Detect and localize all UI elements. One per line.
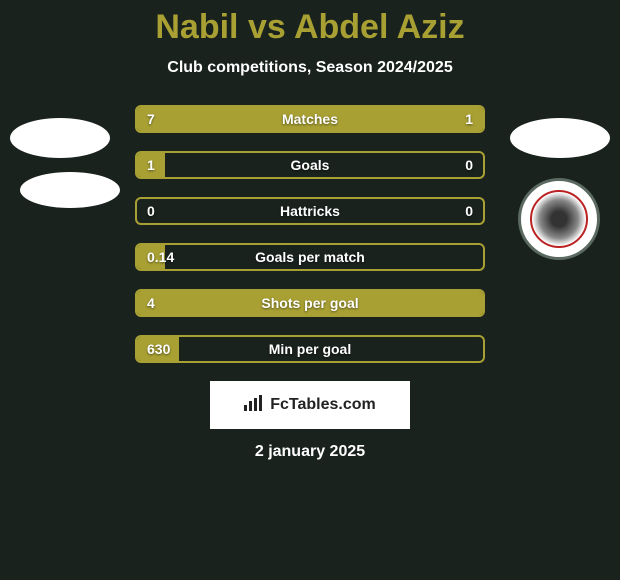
stat-bar-left (137, 107, 414, 131)
stat-value-left: 1 (147, 157, 155, 173)
footer-logo-text: FcTables.com (270, 396, 376, 414)
team-badge-left-2 (20, 172, 120, 208)
stat-value-left: 7 (147, 111, 155, 127)
stat-row: 4 Shots per goal (135, 289, 485, 317)
team-badge-left-1 (10, 118, 110, 158)
stat-value-left: 0 (147, 203, 155, 219)
stat-label: Shots per goal (261, 295, 358, 311)
stat-value-left: 0.14 (147, 249, 174, 265)
player2-name: Abdel Aziz (294, 8, 465, 46)
stat-label: Goals (291, 157, 330, 173)
subtitle: Club competitions, Season 2024/2025 (0, 59, 620, 77)
stat-value-left: 630 (147, 341, 170, 357)
stats-container: 7 Matches 1 1 Goals 0 0 Hattricks 0 0.14 Goals per… (135, 105, 485, 363)
vs-text: vs (248, 8, 286, 46)
footer-date: 2 january 2025 (0, 443, 620, 461)
stat-value-right: 0 (465, 157, 473, 173)
stat-row: 630 Min per goal (135, 335, 485, 363)
team-badge-right-2 (518, 178, 600, 260)
stat-value-left: 4 (147, 295, 155, 311)
stat-row: 1 Goals 0 (135, 151, 485, 179)
stat-row: 0 Hattricks 0 (135, 197, 485, 225)
footer-logo[interactable]: FcTables.com (210, 381, 410, 429)
team-badge-right-1 (510, 118, 610, 158)
stat-row: 7 Matches 1 (135, 105, 485, 133)
chart-icon (244, 395, 264, 416)
player1-name: Nabil (155, 8, 238, 46)
stat-label: Min per goal (269, 341, 351, 357)
stat-row: 0.14 Goals per match (135, 243, 485, 271)
stat-label: Matches (282, 111, 338, 127)
stat-label: Goals per match (255, 249, 365, 265)
stat-value-right: 0 (465, 203, 473, 219)
stat-value-right: 1 (465, 111, 473, 127)
stat-label: Hattricks (280, 203, 340, 219)
page-title: Nabil vs Abdel Aziz (0, 8, 620, 47)
team-emblem (530, 190, 588, 248)
